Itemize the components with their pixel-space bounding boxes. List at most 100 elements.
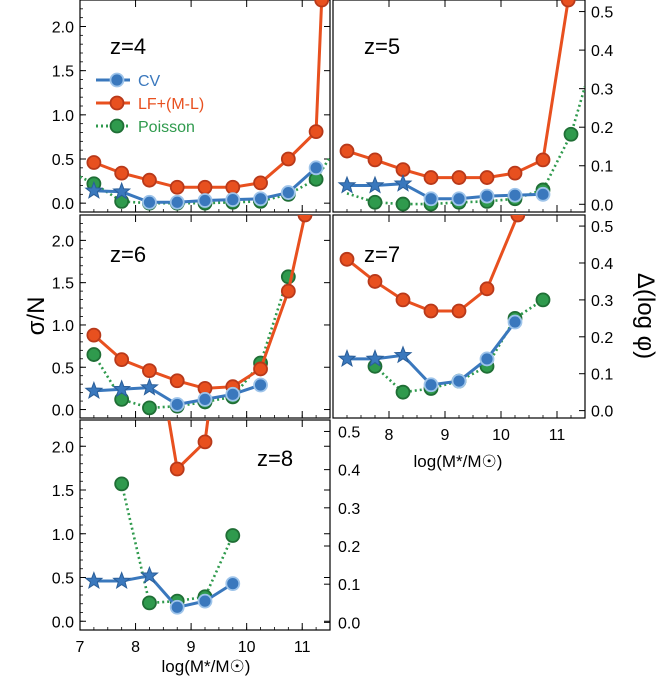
y-tick-label: 1.0	[52, 527, 74, 544]
data-point-lf-m-l-	[339, 251, 355, 267]
data-point-cv	[280, 185, 296, 200]
panel-4: 0.0 0.1 0.2 0.3 0.4 0.5 8 9 10 11 z=7	[332, 214, 613, 444]
data-point-poisson	[225, 528, 241, 543]
y2-tick-label: 0.1	[591, 159, 613, 176]
data-point-cv	[225, 192, 241, 208]
x-tick-label: 11	[549, 427, 566, 444]
legend-marker	[109, 118, 125, 134]
data-point-cv	[169, 599, 185, 615]
data-point-cv	[479, 188, 495, 204]
legend-label: CV	[138, 73, 161, 90]
y-tick-label: 0.0	[52, 196, 74, 213]
cv-star-point	[337, 175, 357, 194]
data-point-poisson	[535, 292, 551, 308]
data-point-poisson	[563, 126, 579, 142]
y-tick-label: 2.0	[52, 20, 74, 37]
data-point-lf-m-l-	[114, 352, 130, 368]
data-point-lf-m-l-	[142, 172, 157, 188]
data-point-lf-m-l-	[114, 165, 130, 181]
y-tick-label: 1.0	[52, 318, 74, 335]
panels-layer: 0.00.51.01.52.0z=40.00.10.20.30.40.5z=50…	[52, 0, 613, 656]
data-point-lf-m-l-	[86, 327, 102, 343]
data-point-cv	[308, 160, 324, 176]
y-tick-label: 1.5	[52, 276, 74, 293]
panel-1: 0.0 0.5 1.0 1.5 2.0 z=4	[52, 0, 331, 213]
y2-tick-label: 0.5	[591, 219, 613, 236]
y-axis-label-left: σ/N	[23, 297, 50, 336]
legend-marker	[109, 95, 125, 111]
data-point-lf-m-l-	[169, 373, 185, 389]
series-group	[337, 0, 585, 212]
series-line-lf-m-l-	[346, 0, 570, 180]
y2-tick-label: 0.4	[338, 463, 360, 480]
x-tick-label: 7	[76, 639, 85, 656]
data-point-lf-m-l-	[197, 434, 213, 450]
data-point-cv	[142, 194, 157, 210]
data-point-lf-m-l-	[479, 281, 495, 297]
y-tick-label: 0.5	[52, 571, 74, 588]
cv-star-point	[365, 175, 385, 194]
panel-title: z=4	[110, 34, 146, 59]
y-tick-label: 0.0	[52, 403, 74, 420]
y2-tick-label: 0.3	[338, 501, 360, 518]
data-point-cv	[479, 351, 495, 367]
data-point-cv	[423, 377, 439, 393]
data-point-lf-m-l-	[367, 152, 383, 168]
legend-label: LF+(M-L)	[138, 96, 204, 113]
panel-5: 0.0 0.5 1.0 1.5 2.0 0.0 0.1 0.2 0.3 0.4 0.5 7 8 9 10 11…	[52, 419, 360, 656]
y2-tick-label: 0.1	[591, 367, 613, 384]
y2-tick-label: 0.2	[338, 539, 360, 556]
series-line-lf-m-l-	[167, 420, 210, 473]
data-point-lf-m-l-	[308, 124, 324, 140]
y2-tick-label: 0.4	[591, 43, 613, 60]
panel-title: z=6	[110, 242, 146, 267]
y2-tick-label: 0.3	[591, 293, 613, 310]
y2-tick-label: 0.2	[591, 330, 613, 347]
y2-tick-label: 0.2	[591, 120, 613, 137]
data-point-cv	[253, 377, 268, 393]
x-tick-label: 10	[238, 639, 256, 656]
data-point-cv	[169, 397, 185, 412]
data-point-cv	[507, 187, 523, 203]
data-point-cv	[535, 186, 551, 202]
data-point-lf-m-l-	[507, 165, 523, 181]
data-point-cv	[169, 194, 185, 210]
data-point-lf-m-l-	[280, 283, 296, 299]
series-group	[84, 420, 241, 615]
data-point-lf-m-l-	[560, 0, 576, 8]
y2-tick-label: 0.0	[591, 197, 613, 214]
legend-label: Poisson	[138, 119, 195, 136]
series-group	[337, 215, 551, 400]
cv-star-point	[365, 349, 385, 367]
y-tick-label: 2.0	[52, 439, 74, 456]
cv-star-point	[393, 173, 413, 192]
x-axis-label-bottom: log(M*/M☉)	[162, 657, 251, 676]
y2-tick-label: 0.4	[591, 256, 613, 273]
y2-tick-label: 0.0	[338, 615, 360, 632]
series-group	[80, 0, 330, 211]
data-point-lf-m-l-	[395, 292, 411, 308]
data-point-poisson	[86, 347, 102, 362]
data-point-cv	[225, 386, 241, 402]
series-group	[84, 215, 313, 416]
data-point-cv	[197, 193, 213, 208]
data-point-lf-m-l-	[367, 274, 383, 289]
y-tick-label: 1.0	[52, 108, 74, 125]
data-point-lf-m-l-	[142, 363, 157, 379]
data-point-poisson	[367, 194, 383, 210]
data-point-cv	[253, 191, 268, 207]
x-tick-label: 8	[385, 427, 394, 444]
x-tick-label: 11	[294, 639, 311, 656]
data-point-lf-m-l-	[253, 361, 268, 377]
cv-star-point	[84, 571, 104, 590]
data-point-lf-m-l-	[423, 303, 439, 319]
data-point-lf-m-l-	[339, 143, 355, 159]
y2-tick-label: 0.5	[338, 424, 360, 441]
cv-star-point	[112, 379, 132, 398]
panel-2: 0.0 0.1 0.2 0.3 0.4 0.5 z=5	[332, 0, 613, 214]
cv-star-point	[337, 349, 357, 367]
figure-labels: σ/N Δ(log φ) log(M*/M☉) log(M*/M☉)	[23, 273, 659, 676]
data-point-lf-m-l-	[423, 170, 439, 185]
legend-marker	[109, 72, 125, 88]
